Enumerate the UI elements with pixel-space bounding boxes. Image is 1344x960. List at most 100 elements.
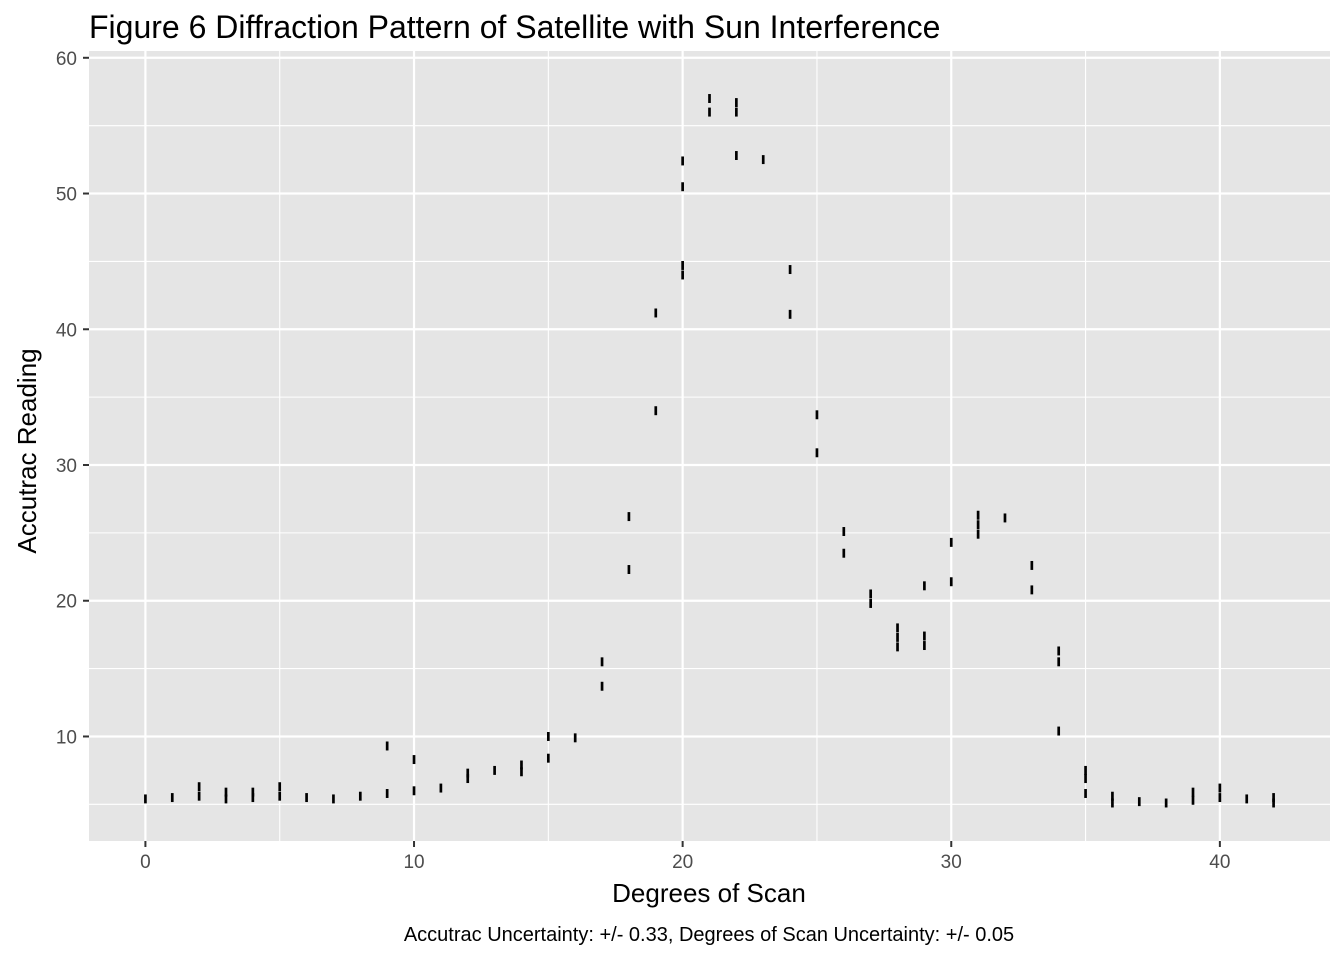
data-point-errorbar [1164, 798, 1168, 808]
data-point-errorbar [1057, 657, 1061, 667]
y-tick-label: 10 [56, 727, 77, 748]
data-point-errorbar [654, 406, 658, 416]
data-point-errorbar [278, 782, 282, 792]
x-tick-label: 20 [672, 852, 693, 873]
data-point-errorbar [949, 577, 953, 587]
data-point-errorbar [1057, 646, 1061, 656]
y-tick-label: 40 [56, 320, 77, 341]
data-point-errorbar [520, 760, 523, 770]
data-point-errorbar [1245, 794, 1249, 804]
data-point-errorbar [815, 410, 819, 420]
x-axis-title: Degrees of Scan [612, 878, 806, 908]
y-tick-label: 20 [56, 592, 77, 613]
data-point-errorbar [1272, 798, 1275, 808]
data-point-errorbar [708, 107, 711, 117]
x-tick-label: 40 [1209, 852, 1230, 873]
data-point-errorbar [170, 793, 174, 803]
data-point-errorbar [385, 789, 389, 798]
data-point-errorbar [654, 308, 658, 318]
data-point-errorbar [976, 520, 980, 530]
data-point-errorbar [466, 768, 470, 778]
data-point-errorbar [1084, 765, 1087, 775]
x-tick-label: 30 [941, 852, 962, 873]
data-point-errorbar [923, 641, 926, 651]
data-point-errorbar [788, 265, 792, 275]
caption: Accutrac Uncertainty: +/- 0.33, Degrees … [404, 924, 1014, 946]
data-point-errorbar [1030, 560, 1034, 570]
data-point-errorbar [546, 732, 550, 741]
data-point-errorbar [197, 782, 201, 792]
data-point-errorbar [224, 794, 228, 804]
data-point-errorbar [1218, 793, 1222, 803]
data-point-errorbar [412, 786, 416, 796]
y-tick-label: 60 [56, 49, 77, 70]
data-point-errorbar [681, 156, 684, 166]
data-point-errorbar [1191, 795, 1195, 805]
data-point-errorbar [869, 589, 873, 599]
data-point-errorbar [627, 512, 631, 522]
data-point-errorbar [251, 793, 255, 803]
y-axis-title: Accutrac Reading [12, 348, 42, 553]
data-point-errorbar [358, 791, 362, 801]
data-point-errorbar [1003, 513, 1007, 523]
data-point-errorbar [735, 98, 738, 108]
x-tick-label: 10 [403, 852, 424, 873]
data-point-errorbar [144, 794, 147, 804]
data-point-errorbar [976, 510, 980, 520]
data-point-errorbar [1191, 787, 1195, 797]
data-point-errorbar [681, 270, 684, 280]
data-point-errorbar [708, 94, 711, 103]
data-point-errorbar [923, 581, 926, 591]
y-tick-label: 50 [56, 185, 77, 206]
data-point-errorbar [1084, 774, 1087, 784]
data-point-errorbar [1111, 798, 1114, 808]
data-point-errorbar [278, 791, 282, 801]
axis-ticks: 0 10 20 30 40 10 20 30 40 50 60 [56, 49, 1231, 873]
data-point-errorbar [197, 791, 201, 801]
plot-panel [89, 51, 1330, 841]
data-point-errorbar [842, 548, 846, 558]
y-tick-label: 30 [56, 456, 77, 477]
data-point-errorbar [896, 623, 899, 633]
data-point-errorbar [681, 182, 684, 192]
data-point-errorbar [1030, 585, 1034, 595]
data-point-errorbar [1111, 791, 1114, 801]
data-point-errorbar [815, 448, 819, 458]
data-point-errorbar [1057, 726, 1061, 736]
data-point-errorbar [949, 537, 953, 547]
chart-title: Figure 6 Diffraction Pattern of Satellit… [89, 9, 940, 45]
data-point-errorbar [1084, 789, 1087, 798]
x-tick-label: 0 [140, 852, 151, 873]
data-point-errorbar [251, 787, 255, 797]
data-point-errorbar [896, 632, 899, 642]
data-point-errorbar [600, 657, 604, 667]
data-point-errorbar [627, 565, 631, 575]
data-marks [144, 94, 1275, 808]
data-point-errorbar [1137, 797, 1141, 807]
data-point-errorbar [493, 765, 496, 775]
data-point-errorbar [1272, 793, 1275, 803]
data-point-errorbar [923, 631, 926, 641]
data-point-errorbar [869, 598, 873, 608]
data-point-errorbar [681, 260, 684, 270]
data-point-errorbar [1218, 783, 1222, 793]
data-point-errorbar [735, 151, 738, 160]
data-point-errorbar [573, 733, 577, 743]
data-point-errorbar [439, 783, 443, 793]
data-point-errorbar [520, 767, 523, 777]
data-point-errorbar [224, 787, 228, 797]
data-point-errorbar [788, 309, 792, 319]
data-point-errorbar [305, 793, 308, 803]
data-point-errorbar [896, 642, 899, 652]
data-point-errorbar [842, 527, 846, 536]
data-point-errorbar [385, 741, 389, 751]
data-point-errorbar [546, 753, 550, 763]
data-point-errorbar [735, 107, 738, 117]
data-point-errorbar [412, 755, 416, 765]
grid [89, 51, 1330, 841]
data-point-errorbar [976, 529, 980, 539]
data-point-errorbar [761, 155, 765, 165]
data-point-errorbar [466, 774, 470, 784]
data-point-errorbar [600, 681, 604, 691]
